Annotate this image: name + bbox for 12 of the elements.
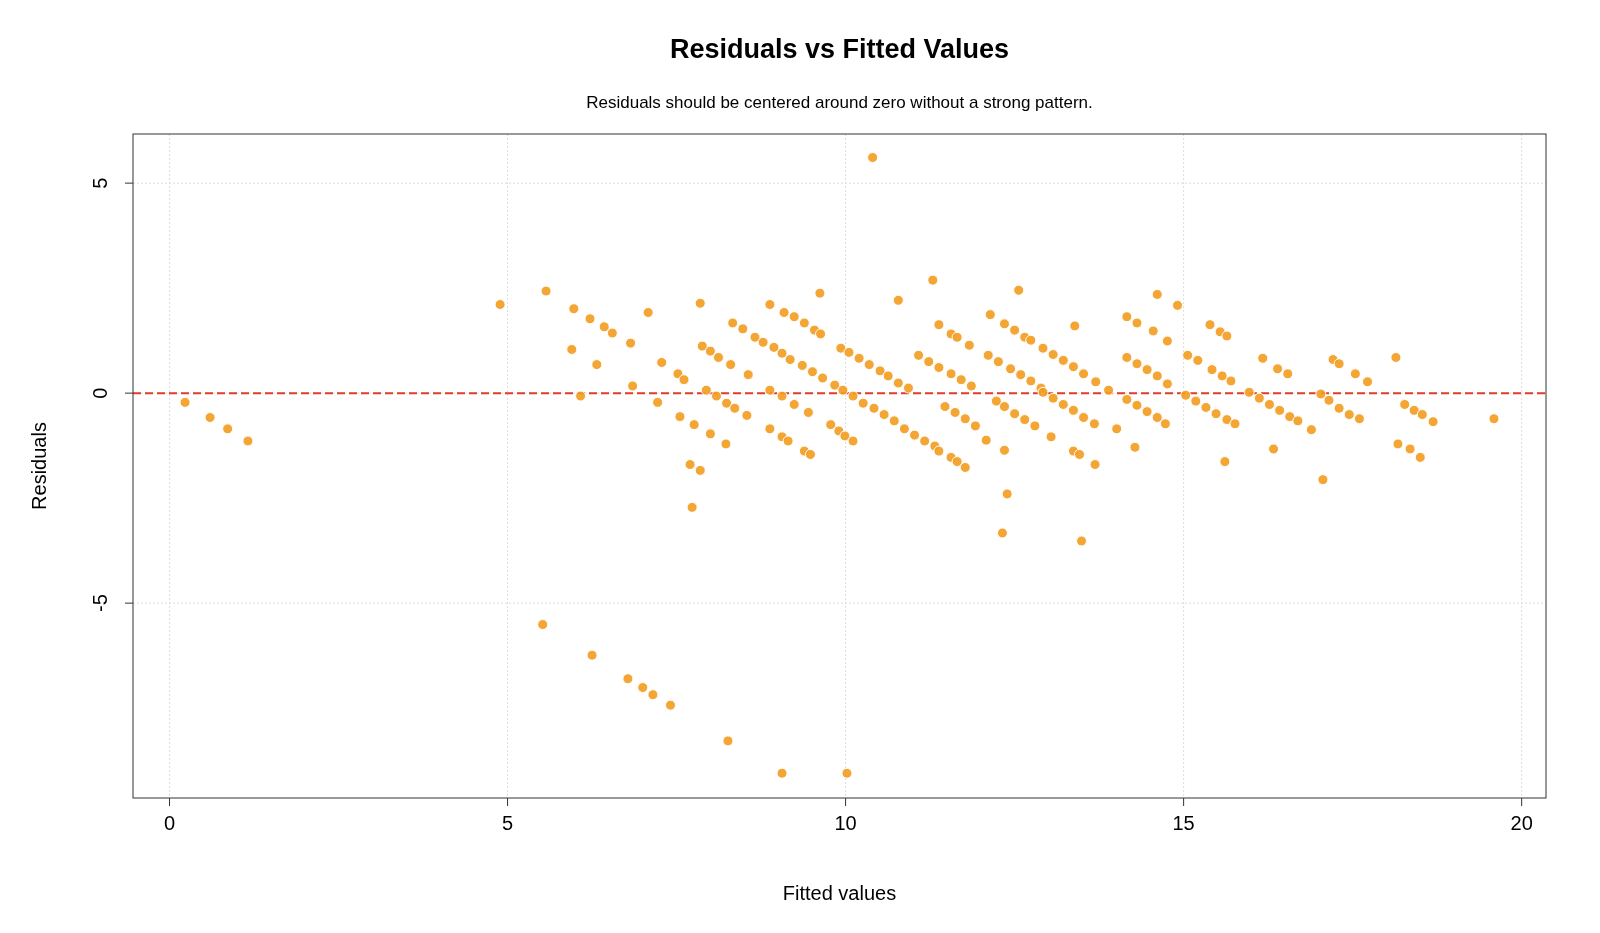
y-axis-title: Residuals (28, 422, 50, 510)
chart-title: Residuals vs Fitted Values (669, 34, 1010, 64)
x-axis-title: Fitted values (782, 882, 897, 904)
x-tick-label: 5 (501, 812, 514, 834)
y-tick-label: 0 (89, 387, 111, 399)
x-tick-label: 20 (1510, 812, 1533, 834)
x-tick-label: 0 (163, 812, 176, 834)
y-tick-label: -5 (89, 594, 111, 613)
chart-subtitle: Residuals should be centered around zero without a strong pattern. (586, 93, 1093, 112)
x-tick-label: 15 (1172, 812, 1195, 834)
x-tick-label: 10 (834, 812, 857, 834)
y-tick-label: 5 (89, 177, 111, 189)
